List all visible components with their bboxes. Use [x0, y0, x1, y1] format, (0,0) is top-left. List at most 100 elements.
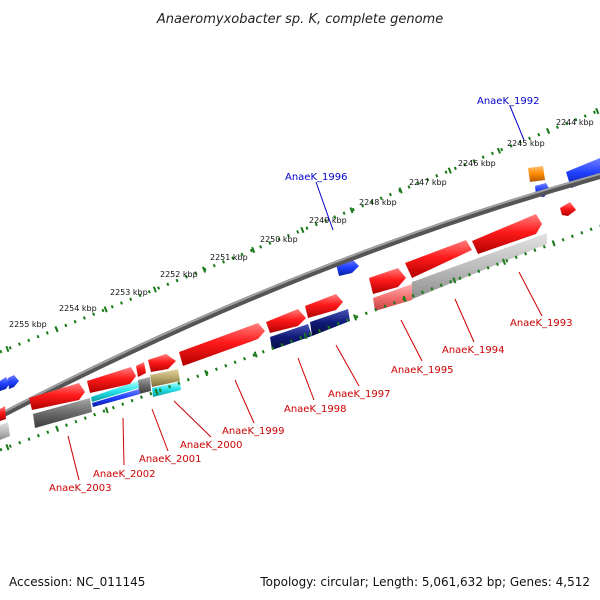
tick-label-2245: 2245 kbp	[507, 139, 545, 148]
inner-kbp-ruler	[0, 224, 600, 452]
inner-major-tick-5	[253, 351, 258, 358]
gene-label-1993[interactable]: AnaeK_1993	[510, 318, 572, 329]
gene-label-1995[interactable]: AnaeK_1995	[391, 365, 453, 376]
annotation-track	[0, 233, 547, 440]
gene-red-2000[interactable]	[148, 354, 176, 372]
inner-major-tick-3	[154, 388, 159, 395]
inner-major-tick-6	[303, 332, 308, 340]
gene-label-1999[interactable]: AnaeK_1999	[222, 426, 284, 437]
inner-major-tick-7	[353, 314, 358, 321]
gene-label-1998[interactable]: AnaeK_1998	[284, 404, 346, 415]
tick-label-2251: 2251 kbp	[210, 253, 248, 262]
genome-backbone-highlight	[0, 173, 600, 415]
gene-red-1994[interactable]	[405, 240, 472, 278]
leader-line-1994	[454, 298, 475, 343]
navy-bar-1998[interactable]	[270, 324, 312, 350]
gene-red-1993[interactable]	[472, 214, 542, 254]
inner-ruler-ticks	[5, 240, 556, 451]
inner-major-tick-0	[5, 444, 10, 451]
leader-line-2000	[173, 400, 212, 438]
gene-label-1994[interactable]: AnaeK_1994	[442, 345, 504, 356]
outer-major-tick-10	[496, 147, 502, 154]
map-title: Anaeromyxobacter sp. K, complete genome	[156, 12, 443, 27]
gene-red-2003[interactable]	[29, 383, 85, 410]
tick-label-2244: 2244 kbp	[556, 118, 594, 127]
cyan-bar-2000[interactable]	[152, 382, 181, 397]
inner-major-tick-1	[55, 425, 60, 432]
gray-bar-2003[interactable]	[33, 398, 92, 428]
khaki-bar-2000[interactable]	[150, 369, 180, 387]
inner-gene-labels: AnaeK_1993 AnaeK_1994 AnaeK_1995 AnaeK_1…	[49, 318, 572, 494]
pink-bar-1995[interactable]	[373, 284, 412, 311]
outer-major-tick-8	[398, 187, 403, 194]
leader-line-1995	[400, 319, 423, 362]
outer-blue-gene-left-a[interactable]	[0, 377, 10, 391]
inner-leader-lines	[67, 271, 543, 481]
outer-major-tick-12	[595, 107, 600, 115]
gene-red-1998[interactable]	[266, 309, 306, 333]
gene-red-2001[interactable]	[136, 362, 146, 377]
genome-backbone	[0, 173, 600, 419]
cyan-bar-2002[interactable]	[91, 381, 139, 402]
gene-red-2002[interactable]	[87, 367, 136, 393]
gene-red-far-right[interactable]	[560, 202, 576, 216]
gene-label-1996[interactable]: AnaeK_1996	[285, 172, 347, 183]
orange-pseudo-gene[interactable]	[528, 166, 545, 182]
gene-label-2003[interactable]: AnaeK_2003	[49, 483, 111, 494]
inner-major-tick-8	[402, 295, 407, 303]
outer-blue-gene-left-b[interactable]	[8, 375, 19, 389]
tick-label-2249: 2249 kbp	[309, 216, 347, 225]
gene-label-1992[interactable]: AnaeK_1992	[477, 96, 539, 107]
tick-label-2255: 2255 kbp	[9, 320, 47, 329]
leader-line-1996	[315, 181, 334, 231]
outer-major-tick-0	[5, 345, 10, 353]
forward-gene-track	[0, 202, 576, 421]
inner-major-tick-11	[551, 240, 556, 247]
outer-major-tick-1	[54, 326, 59, 333]
blue-bar-2002[interactable]	[92, 389, 140, 407]
gray-bar-2001[interactable]	[138, 377, 151, 394]
gene-label-2000[interactable]: AnaeK_2000	[180, 440, 242, 451]
kbp-tick-labels: 2244 kbp 2245 kbp 2246 kbp 2247 kbp 2248…	[9, 118, 594, 329]
gray-bar-1993-1994[interactable]	[410, 233, 547, 300]
tick-label-2247: 2247 kbp	[409, 178, 447, 187]
inner-major-tick-10	[502, 258, 507, 265]
tick-label-2252: 2252 kbp	[160, 270, 198, 279]
leader-line-1998	[297, 357, 315, 401]
leader-line-2001	[151, 408, 169, 452]
inner-major-tick-2	[104, 406, 109, 414]
leader-line-2002	[122, 417, 125, 466]
gene-red-left-edge[interactable]	[0, 406, 6, 421]
tick-label-2253: 2253 kbp	[110, 288, 148, 297]
tick-label-2250: 2250 kbp	[260, 235, 298, 244]
leader-line-2003	[67, 435, 80, 481]
gene-label-2001[interactable]: AnaeK_2001	[139, 454, 201, 465]
leader-line-1999	[234, 379, 255, 424]
gene-red-1995[interactable]	[369, 268, 406, 294]
gene-label-2002[interactable]: AnaeK_2002	[93, 469, 155, 480]
accession-text: Accession: NC_011145	[9, 575, 145, 589]
outer-major-tick-11	[546, 127, 551, 135]
outer-major-tick-5	[251, 246, 256, 254]
leader-line-1997	[335, 344, 360, 387]
outer-major-tick-3	[152, 286, 157, 293]
outer-major-tick-6	[300, 226, 305, 234]
tick-label-2254: 2254 kbp	[59, 304, 97, 313]
outer-major-tick-4	[201, 266, 207, 273]
navy-bar-1997[interactable]	[310, 309, 350, 336]
tick-label-2248: 2248 kbp	[359, 198, 397, 207]
topology-text: Topology: circular; Length: 5,061,632 bp…	[259, 575, 590, 589]
leader-line-1992	[509, 105, 525, 141]
inner-major-tick-9	[452, 277, 457, 284]
gray-bar-left-edge[interactable]	[0, 422, 10, 440]
leader-line-1993	[518, 271, 543, 317]
gene-red-1999[interactable]	[179, 323, 265, 366]
gene-label-1997[interactable]: AnaeK_1997	[328, 389, 390, 400]
gene-red-1997[interactable]	[305, 294, 343, 318]
outer-major-tick-7	[349, 207, 354, 214]
outer-major-tick-2	[103, 306, 108, 313]
tick-label-2246: 2246 kbp	[458, 159, 496, 168]
inner-major-tick-4	[204, 369, 209, 377]
